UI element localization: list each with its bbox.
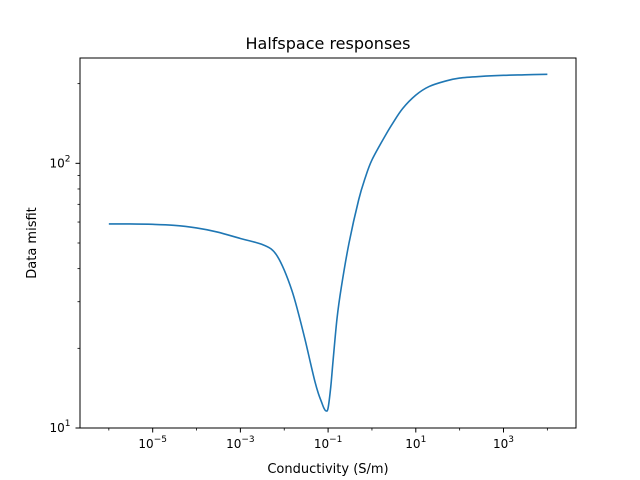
x-tick-label-exp-3: 1 (421, 435, 427, 445)
y-tick-label-base-1: 10 (49, 156, 64, 170)
plot-frame (79, 57, 577, 429)
x-tick-label-4: 103 (493, 435, 514, 451)
y-tick-label-1: 102 (49, 154, 70, 170)
x-tick-label-1: 10−3 (226, 435, 255, 451)
x-tick-label-exp-4: 3 (508, 435, 514, 445)
x-tick-label-3: 101 (405, 435, 426, 451)
x-tick-label-exp-2: −1 (329, 435, 342, 445)
plot-layer (108, 73, 548, 412)
series-line-0 (108, 73, 548, 412)
x-tick-label-base-0: 10 (138, 437, 153, 451)
x-tick-label-0: 10−5 (138, 435, 167, 451)
x-tick-label-base-3: 10 (405, 437, 420, 451)
x-tick-label-exp-1: −3 (241, 435, 254, 445)
x-tick-label-base-1: 10 (226, 437, 241, 451)
y-tick-label-base-0: 10 (49, 421, 64, 435)
x-axis-label: Conductivity (S/m) (267, 462, 388, 477)
x-tick-label-base-2: 10 (314, 437, 329, 451)
y-axis-label: Data misfit (25, 207, 40, 279)
x-tick-label-2: 10−1 (314, 435, 343, 451)
y-tick-label-exp-1: 2 (65, 154, 71, 164)
y-tick-label-0: 101 (49, 419, 70, 435)
chart-title: Halfspace responses (246, 34, 411, 53)
y-tick-label-exp-0: 1 (65, 419, 71, 429)
x-tick-label-base-4: 10 (493, 437, 508, 451)
x-tick-label-exp-0: −5 (154, 435, 167, 445)
